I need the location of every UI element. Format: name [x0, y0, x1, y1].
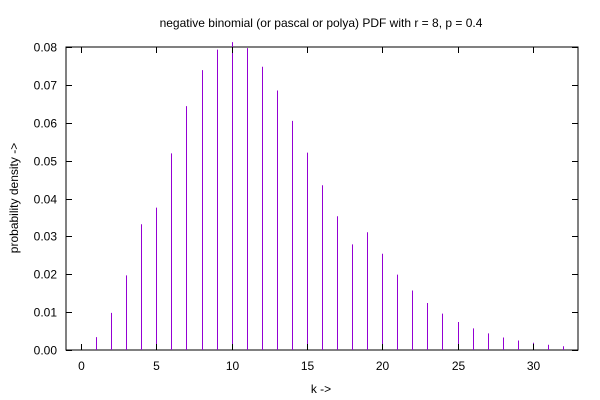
x-tick-label: 30	[527, 359, 541, 373]
x-tick-label: 5	[153, 359, 160, 373]
y-tick-label: 0.08	[34, 41, 58, 55]
y-tick-label: 0.00	[34, 344, 58, 358]
y-axis-label: probability density ->	[7, 143, 21, 253]
x-axis: 0 5 10 15 20 25 30	[78, 47, 540, 373]
bars	[81, 42, 564, 350]
y-axis: 0.00 0.01 0.02 0.03 0.04 0.05 0.06 0.07 0.08	[34, 41, 578, 358]
y-tick-label: 0.03	[34, 230, 58, 244]
x-tick-label: 20	[376, 359, 390, 373]
y-tick-label: 0.07	[34, 79, 58, 93]
x-axis-label: k ->	[311, 382, 331, 396]
x-tick-label: 10	[226, 359, 240, 373]
y-tick-label: 0.04	[34, 193, 58, 207]
y-tick-label: 0.01	[34, 306, 58, 320]
x-tick-label: 15	[301, 359, 315, 373]
chart-title: negative binomial (or pascal or polya) P…	[160, 16, 483, 30]
y-tick-label: 0.06	[34, 117, 58, 131]
y-tick-label: 0.02	[34, 268, 58, 282]
x-tick-label: 0	[78, 359, 85, 373]
x-tick-label: 25	[452, 359, 466, 373]
y-tick-label: 0.05	[34, 155, 58, 169]
